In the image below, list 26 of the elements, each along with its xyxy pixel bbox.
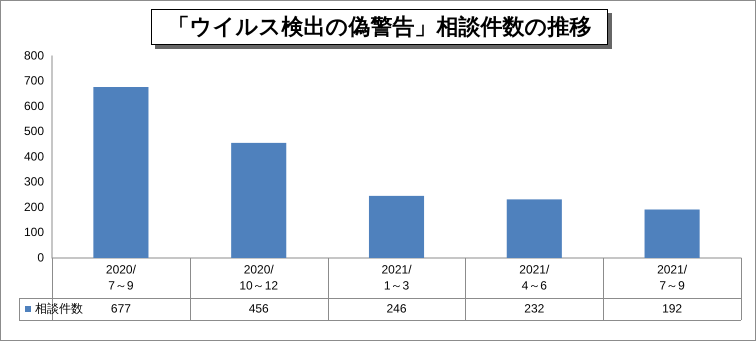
data-label: 677	[110, 301, 132, 316]
y-tick-label: 600	[24, 98, 44, 113]
data-label: 192	[662, 301, 682, 316]
chart-title: 「ウイルス検出の偽警告」相談件数の推移	[151, 9, 608, 45]
x-tick-label: 2020/10～12	[239, 262, 278, 292]
x-tick-label: 2021/7～9	[657, 262, 688, 292]
bar	[93, 87, 148, 258]
y-tick-label: 500	[24, 124, 44, 138]
y-tick-label: 100	[24, 225, 44, 240]
x-tick-label: 2020/7～9	[106, 262, 137, 292]
x-tick-label: 2021/4～6	[519, 262, 550, 292]
x-tick-label: 2021/1～3	[381, 262, 412, 292]
data-label: 232	[524, 301, 545, 316]
legend-label: 相談件数	[35, 301, 83, 316]
y-tick-label: 0	[37, 250, 44, 264]
bar	[231, 142, 286, 258]
data-label: 456	[248, 301, 270, 316]
y-tick-label: 800	[24, 48, 44, 62]
y-tick-label: 300	[24, 174, 44, 189]
bar	[506, 199, 562, 258]
y-tick-label: 400	[24, 149, 44, 164]
bar	[368, 196, 424, 258]
y-tick-label: 700	[24, 74, 44, 88]
y-tick-label: 200	[24, 200, 44, 214]
data-label: 246	[386, 301, 407, 316]
bar	[644, 210, 700, 258]
